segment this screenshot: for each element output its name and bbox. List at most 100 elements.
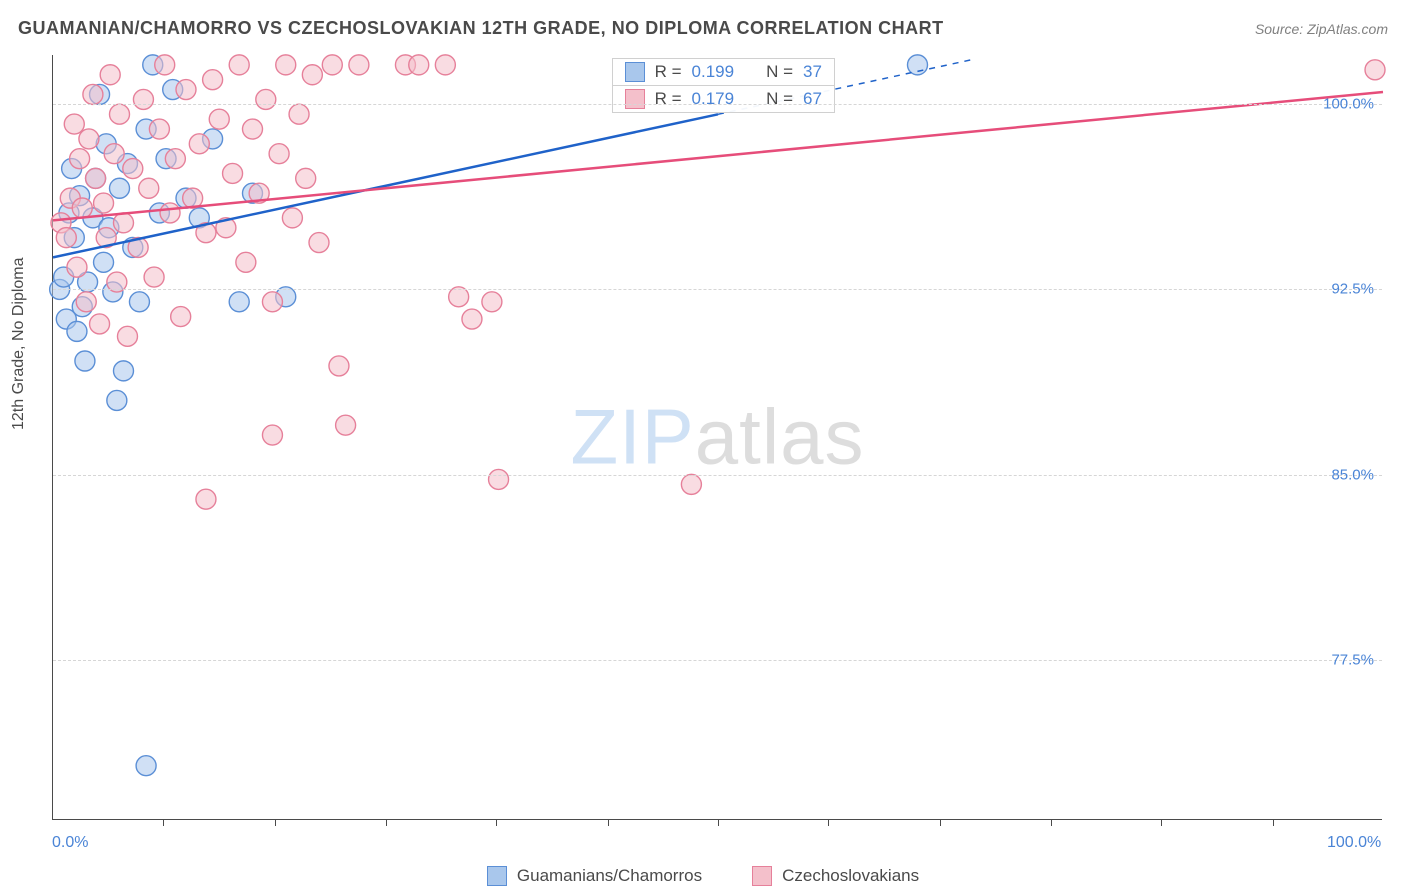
x-axis-max-label: 100.0% (1327, 834, 1381, 852)
gridline-h (53, 289, 1382, 290)
stats-row: R = 0.199N = 37 (613, 59, 834, 86)
data-point (76, 292, 96, 312)
data-point (70, 149, 90, 169)
data-point (110, 104, 130, 124)
legend-item: Czechoslovakians (752, 866, 919, 886)
data-point (94, 252, 114, 272)
legend-label: Czechoslovakians (782, 866, 919, 886)
data-point (100, 65, 120, 85)
data-point (133, 89, 153, 109)
data-point (64, 114, 84, 134)
x-tick (275, 819, 276, 826)
data-point (236, 252, 256, 272)
data-point (149, 119, 169, 139)
y-tick-label: 85.0% (1331, 466, 1374, 483)
source-attribution: Source: ZipAtlas.com (1255, 21, 1388, 37)
data-point (79, 129, 99, 149)
x-tick (163, 819, 164, 826)
data-point (196, 489, 216, 509)
correlation-chart: GUAMANIAN/CHAMORRO VS CZECHOSLOVAKIAN 12… (0, 0, 1406, 892)
plot-area: ZIPatlas R = 0.199N = 37R = 0.179N = 67 … (52, 55, 1382, 820)
data-point (117, 326, 137, 346)
data-point (322, 55, 342, 75)
data-point (482, 292, 502, 312)
data-point (94, 193, 114, 213)
x-axis-min-label: 0.0% (52, 834, 88, 852)
data-point (243, 119, 263, 139)
data-point (489, 469, 509, 489)
x-tick (940, 819, 941, 826)
data-point (113, 213, 133, 233)
chart-title: GUAMANIAN/CHAMORRO VS CZECHOSLOVAKIAN 12… (18, 18, 944, 39)
legend-label: Guamanians/Chamorros (517, 866, 702, 886)
data-point (349, 55, 369, 75)
stat-r-label: R = (655, 89, 682, 109)
data-point (160, 203, 180, 223)
data-point (90, 314, 110, 334)
data-point (908, 55, 928, 75)
data-point (203, 70, 223, 90)
y-tick-label: 77.5% (1331, 651, 1374, 668)
stat-n-label: N = (766, 89, 793, 109)
data-point (296, 168, 316, 188)
stat-n-value: 67 (803, 89, 822, 109)
data-point (155, 55, 175, 75)
stat-n-value: 37 (803, 62, 822, 82)
legend: Guamanians/Chamorros Czechoslovakians (0, 866, 1406, 886)
series-swatch (625, 89, 645, 109)
data-point (209, 109, 229, 129)
data-point (462, 309, 482, 329)
scatter-svg (53, 55, 1383, 820)
y-axis-label: 12th Grade, No Diploma (10, 257, 28, 430)
legend-swatch (752, 866, 772, 886)
data-point (56, 228, 76, 248)
y-tick-label: 92.5% (1331, 281, 1374, 298)
gridline-h (53, 475, 1382, 476)
x-tick (1051, 819, 1052, 826)
data-point (302, 65, 322, 85)
legend-swatch (487, 866, 507, 886)
data-point (409, 55, 429, 75)
data-point (269, 144, 289, 164)
x-tick (718, 819, 719, 826)
data-point (83, 84, 103, 104)
x-tick (386, 819, 387, 826)
data-point (136, 756, 156, 776)
data-point (123, 159, 143, 179)
data-point (256, 89, 276, 109)
data-point (113, 361, 133, 381)
data-point (435, 55, 455, 75)
data-point (139, 178, 159, 198)
stat-r-value: 0.199 (692, 62, 735, 82)
data-point (276, 55, 296, 75)
data-point (86, 168, 106, 188)
stats-row: R = 0.179N = 67 (613, 86, 834, 112)
data-point (681, 474, 701, 494)
data-point (144, 267, 164, 287)
data-point (67, 257, 87, 277)
data-point (129, 292, 149, 312)
stat-n-label: N = (766, 62, 793, 82)
series-swatch (625, 62, 645, 82)
x-tick (1161, 819, 1162, 826)
data-point (262, 425, 282, 445)
data-point (223, 163, 243, 183)
data-point (171, 307, 191, 327)
data-point (329, 356, 349, 376)
data-point (107, 390, 127, 410)
data-point (336, 415, 356, 435)
data-point (67, 321, 87, 341)
data-point (229, 292, 249, 312)
data-point (289, 104, 309, 124)
data-point (1365, 60, 1385, 80)
y-tick-label: 100.0% (1323, 96, 1374, 113)
title-bar: GUAMANIAN/CHAMORRO VS CZECHOSLOVAKIAN 12… (18, 18, 1388, 39)
gridline-h (53, 104, 1382, 105)
data-point (110, 178, 130, 198)
data-point (104, 144, 124, 164)
data-point (262, 292, 282, 312)
x-tick (608, 819, 609, 826)
data-point (72, 198, 92, 218)
data-point (165, 149, 185, 169)
data-point (282, 208, 302, 228)
